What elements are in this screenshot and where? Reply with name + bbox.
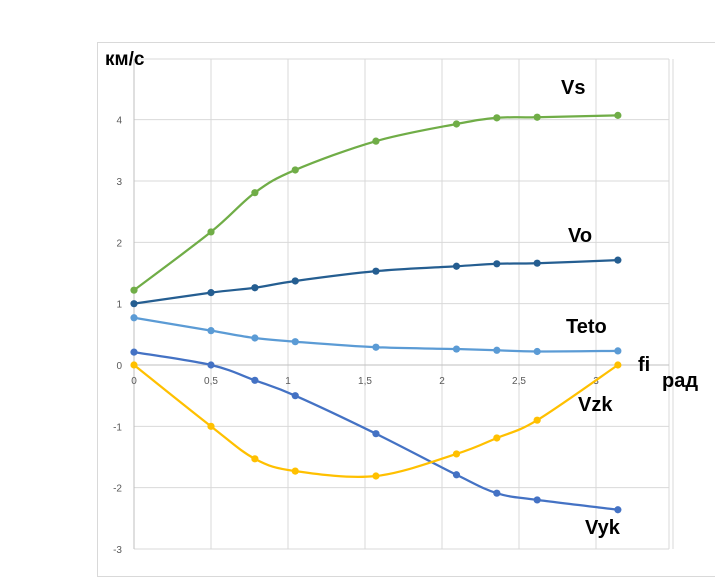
data-point [533, 347, 541, 356]
data-point [614, 256, 622, 264]
series-vzk [130, 361, 622, 480]
data-point [372, 430, 380, 438]
data-point [452, 262, 461, 270]
data-point [291, 338, 299, 346]
series-label-vs: Vs [561, 77, 586, 99]
data-point [614, 111, 622, 119]
data-point [533, 113, 541, 121]
series-vyk [130, 348, 622, 514]
data-point [251, 455, 259, 463]
x-axis-variable-label: fi [638, 354, 651, 376]
series-vs [130, 111, 622, 294]
svg-text:2,5: 2,5 [512, 376, 526, 387]
data-point [130, 348, 138, 356]
svg-text:1,5: 1,5 [358, 376, 372, 387]
data-point [533, 416, 541, 424]
data-point [207, 422, 215, 430]
data-point [614, 361, 622, 369]
data-point [372, 343, 380, 351]
data-point [372, 267, 380, 275]
data-point [452, 450, 461, 458]
data-point [493, 260, 501, 268]
x-axis-unit-label: рад [662, 370, 699, 392]
data-point [291, 467, 299, 475]
data-point [251, 376, 259, 384]
data-point [372, 137, 380, 145]
svg-text:2: 2 [439, 376, 445, 387]
y-axis-label: км/с [105, 49, 145, 70]
data-point [452, 120, 461, 128]
data-point [493, 114, 501, 122]
data-point [291, 166, 299, 174]
data-point [130, 300, 138, 308]
series-label-vo: Vo [568, 225, 593, 247]
data-point [291, 277, 299, 285]
data-point [207, 327, 215, 335]
data-point [251, 334, 259, 342]
data-point [130, 361, 138, 369]
data-point [533, 259, 541, 267]
data-point [207, 289, 215, 297]
series-label-vyk: Vyk [585, 517, 620, 539]
data-series [130, 111, 622, 514]
data-point [251, 189, 259, 197]
data-point [207, 361, 215, 369]
data-point [493, 346, 501, 354]
chart-frame [97, 42, 715, 577]
data-point [452, 471, 461, 479]
svg-text:3: 3 [116, 177, 122, 188]
series-label-teto: Teto [566, 316, 607, 338]
series-vo [130, 256, 622, 308]
data-point [207, 228, 215, 236]
svg-text:0: 0 [116, 361, 122, 372]
svg-text:1: 1 [116, 300, 122, 311]
data-point [493, 489, 501, 497]
svg-text:0: 0 [131, 376, 137, 387]
data-point [291, 392, 299, 400]
data-point [452, 345, 461, 353]
svg-text:-1: -1 [113, 422, 122, 433]
data-point [614, 506, 622, 514]
svg-text:1: 1 [285, 376, 291, 387]
data-point [251, 284, 259, 292]
data-point [130, 314, 138, 322]
svg-text:-3: -3 [113, 545, 122, 556]
data-point [533, 496, 541, 504]
svg-text:-2: -2 [113, 484, 122, 495]
svg-text:0,5: 0,5 [204, 376, 218, 387]
svg-text:4: 4 [116, 116, 122, 127]
grid-lines [133, 58, 674, 550]
data-point [493, 434, 501, 442]
series-teto [130, 314, 622, 356]
svg-text:2: 2 [116, 238, 122, 249]
data-point [614, 347, 622, 355]
data-point [130, 286, 138, 294]
series-label-vzk: Vzk [578, 394, 613, 416]
data-point [372, 472, 380, 480]
